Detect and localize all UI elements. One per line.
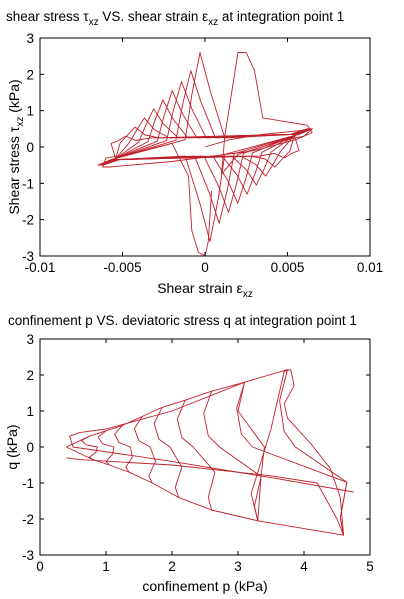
stress-path-petal [114,425,133,473]
xtick-label: 0 [36,559,44,574]
plot1-ticks: -0.01 -0.005 0 0.005 0.01 -3 -2 -1 0 1 2 3 [22,31,383,275]
confinement-vs-deviatoric-plot: confinement p VS. deviatoric stress q at… [4,313,374,594]
ytick-label: -2 [22,512,34,527]
plot2-axes-box [39,338,371,556]
xtick-label: -0.005 [103,260,141,275]
ytick-label: 3 [26,332,34,347]
stress-path-line [66,369,345,536]
plot2-xlabel: confinement p (kPa) [142,578,267,594]
plot2-ticks: 0 1 2 3 4 5 -3 -2 -1 0 1 2 3 [22,332,374,574]
plot1-xlabel: Shear strain εxz [157,280,253,300]
stress-path-petal [81,435,98,460]
stress-path-petal [176,400,216,511]
ytick-label: 0 [26,440,34,455]
ytick-label: 1 [26,104,34,119]
ytick-label: -1 [22,176,34,191]
ytick-label: -3 [22,548,34,563]
plot1-ylabel: Shear stress τxz (kPa) [6,79,26,214]
xtick-label: 0.01 [357,260,383,275]
xtick-label: 0.005 [271,260,305,275]
plot2-curves [66,369,354,536]
ytick-label: -1 [22,476,34,491]
ytick-label: -2 [22,213,34,228]
xtick-label: 3 [234,559,242,574]
ytick-label: 0 [26,140,34,155]
stress-path-petal [153,407,183,498]
xtick-label: 4 [300,559,308,574]
upper-envelope-line [66,369,288,448]
ytick-label: 2 [26,368,34,383]
ytick-label: 1 [26,404,34,419]
stress-path-tail [72,446,354,493]
plot2-title: confinement p VS. deviatoric stress q at… [8,313,357,328]
stress-path-petal [279,369,348,536]
shear-series-line [102,52,313,257]
xtick-label: 2 [168,559,176,574]
xtick-label: 5 [366,559,374,574]
plot2-ylabel: q (kPa) [4,424,20,469]
plot1-curves [97,52,313,257]
plot1-title: shear stress τxz VS. shear strain εxz at… [6,9,344,28]
xtick-label: -0.01 [25,260,56,275]
ytick-label: -3 [22,249,34,264]
stress-path-petal [133,416,156,484]
ytick-label: 3 [26,31,34,46]
xtick-label: 0 [201,260,209,275]
shear-stress-vs-strain-plot: shear stress τxz VS. shear strain εxz at… [6,9,383,300]
xtick-label: 1 [102,559,110,574]
ytick-label: 2 [26,67,34,82]
